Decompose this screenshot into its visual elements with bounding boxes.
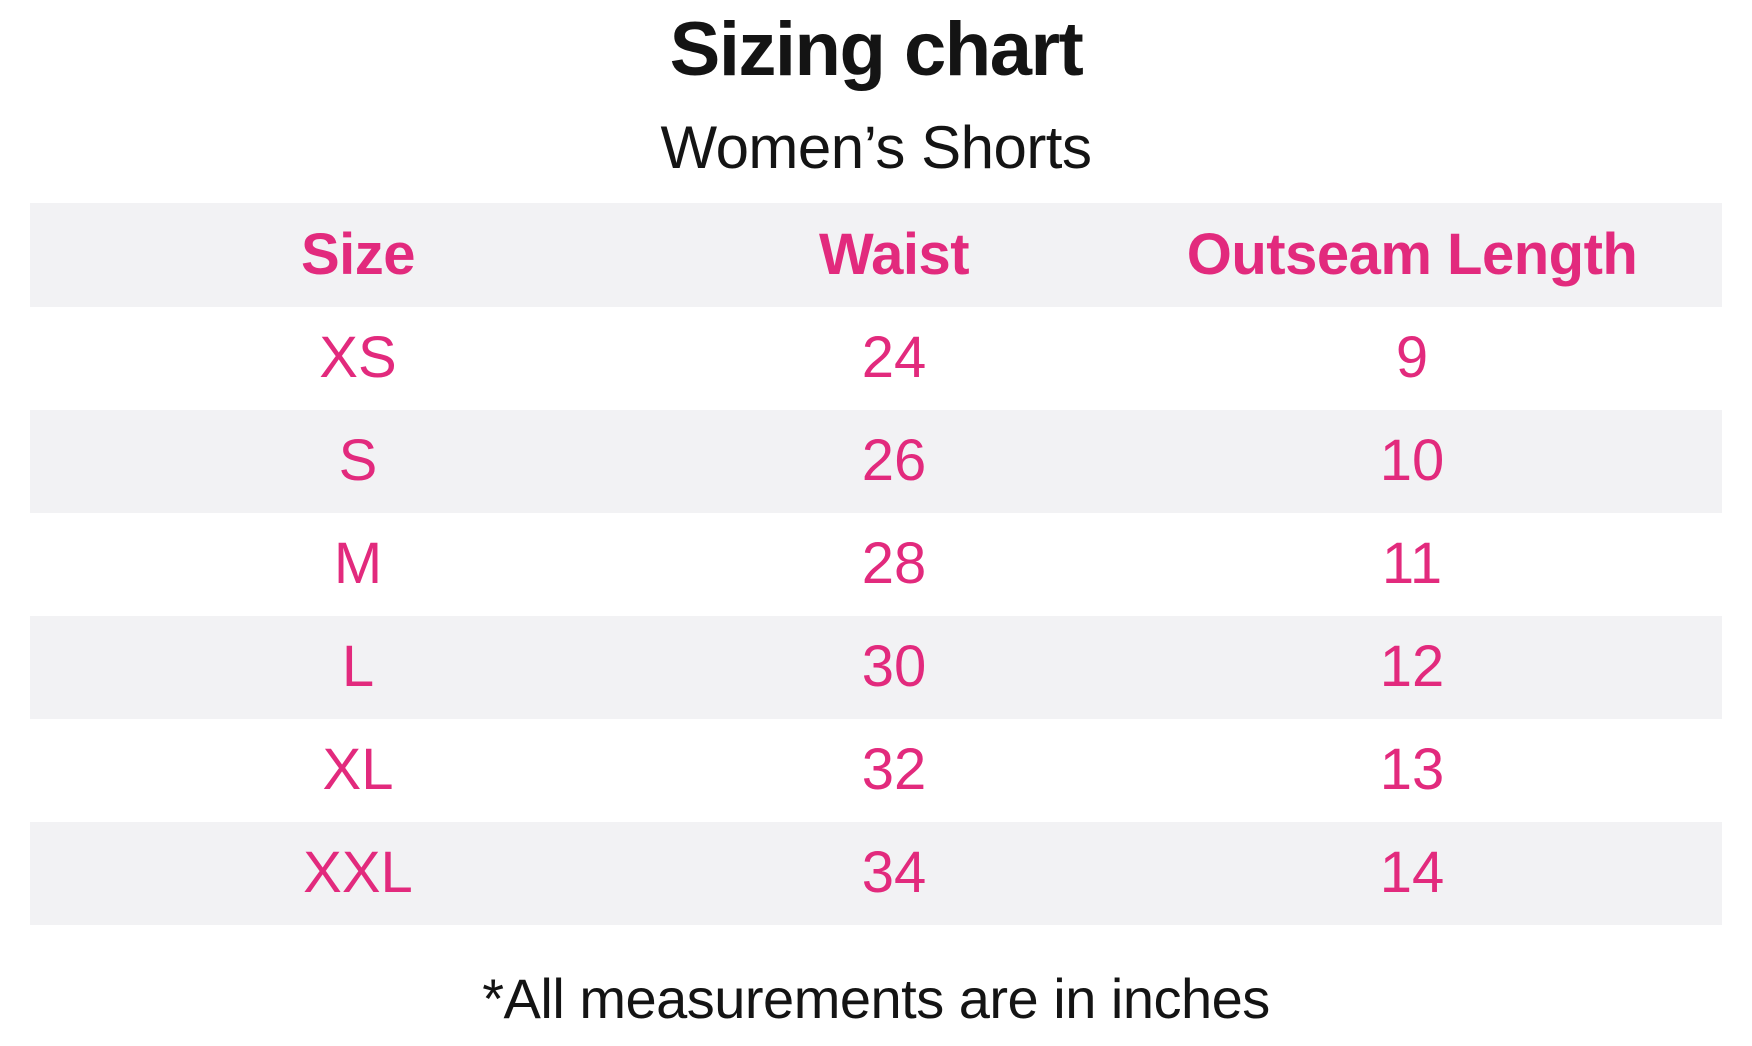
header-row: Size Waist Outseam Length [30,202,1722,307]
size-cell: XL [322,737,394,803]
column-header-waist: Waist [818,221,970,287]
outseam-cell: 14 [1379,840,1445,906]
column-header-size: Size [300,221,416,287]
table-row-xxl: XXL 34 14 [30,821,1722,925]
table-row-xl: XL 32 13 [30,718,1722,822]
page-subtitle: Women’s Shorts [660,113,1092,181]
outseam-cell: 11 [1381,531,1443,597]
size-cell: XS [319,325,397,391]
size-cell: S [338,428,378,494]
size-cell: M [333,531,383,597]
table-row-l: L 30 12 [30,615,1722,719]
outseam-cell: 12 [1379,634,1445,700]
waist-cell: 28 [861,531,927,597]
waist-cell: 34 [861,840,927,906]
size-cell: XXL [303,840,413,906]
sizing-table: Size Waist Outseam Length XS 24 9 S 26 1… [30,202,1722,925]
table-row-s: S 26 10 [30,409,1722,513]
outseam-cell: 9 [1395,325,1429,391]
waist-cell: 32 [861,737,927,803]
waist-cell: 30 [861,634,927,700]
table-row-m: M 28 11 [30,512,1722,616]
measurements-footnote: *All measurements are in inches [482,966,1270,1030]
size-cell: L [341,634,375,700]
page-title: Sizing chart [669,7,1084,92]
waist-cell: 26 [861,428,927,494]
waist-cell: 24 [861,325,927,391]
column-header-outseam-length: Outseam Length [1186,221,1638,287]
outseam-cell: 13 [1379,737,1445,803]
table-row-xs: XS 24 9 [30,306,1722,410]
outseam-cell: 10 [1379,428,1445,494]
